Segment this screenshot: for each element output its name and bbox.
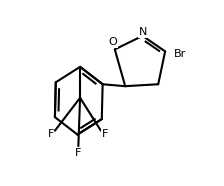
Text: F: F [102, 129, 108, 139]
Text: O: O [109, 37, 117, 47]
Text: F: F [47, 129, 54, 139]
Text: Br: Br [174, 49, 186, 59]
Text: N: N [138, 27, 147, 37]
Text: F: F [75, 148, 82, 158]
